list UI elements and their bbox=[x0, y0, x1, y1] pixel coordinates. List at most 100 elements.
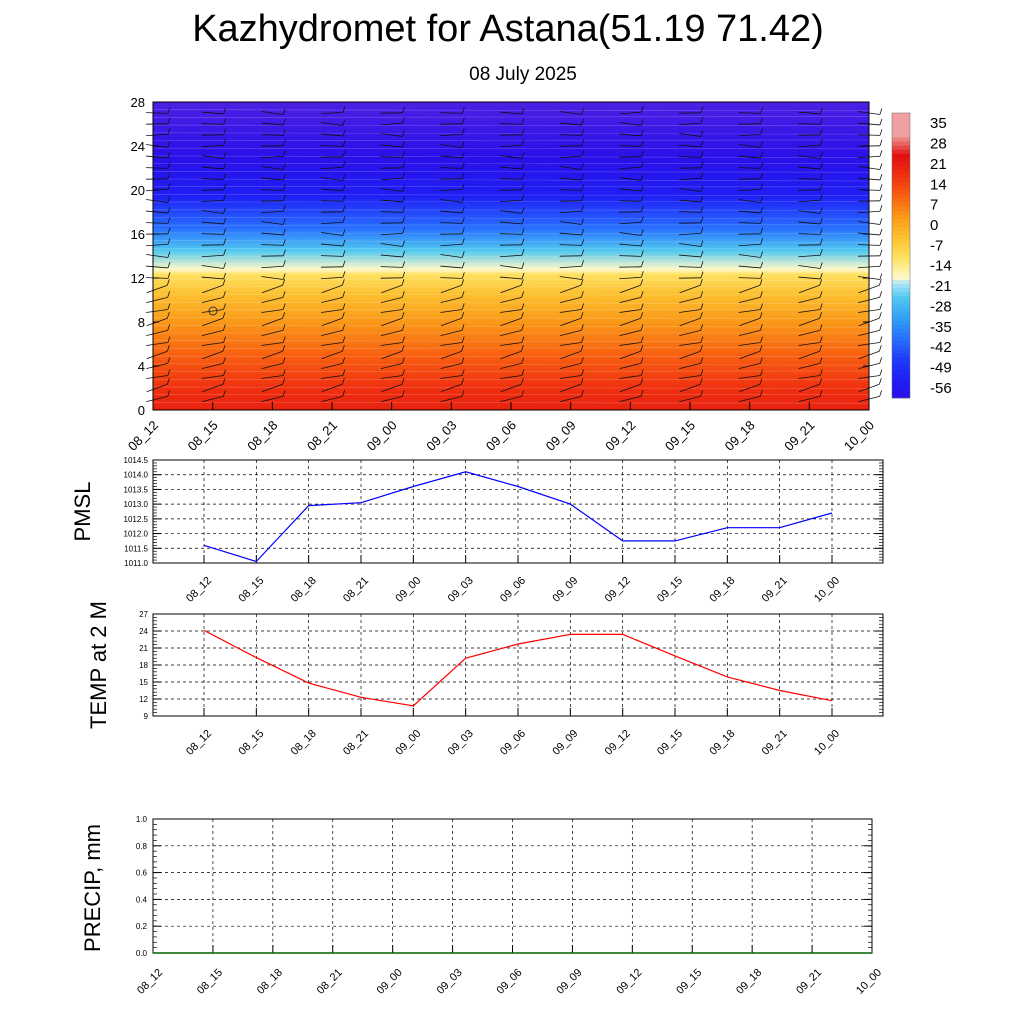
wind-barb bbox=[145, 112, 169, 114]
wind-barb bbox=[798, 395, 821, 403]
colorbar-segment bbox=[892, 243, 910, 248]
wind-barb bbox=[619, 296, 642, 304]
wind-barb-feather bbox=[223, 238, 227, 245]
wind-barb-feather bbox=[342, 205, 346, 212]
wind-barb-feather bbox=[282, 163, 286, 170]
wind-barb-feather bbox=[581, 139, 585, 146]
wind-barb-feather bbox=[223, 228, 227, 235]
wind-barb bbox=[440, 362, 463, 370]
wind-barb-feather bbox=[223, 128, 227, 135]
wind-barb-feather bbox=[760, 151, 764, 159]
colorbar-segment bbox=[892, 218, 910, 224]
isotherm-line bbox=[152, 347, 870, 349]
pmsl-x-tick-label: 08_12 bbox=[184, 575, 214, 605]
wind-barb bbox=[261, 329, 284, 337]
wind-barb bbox=[619, 133, 642, 137]
wind-barb-feather bbox=[282, 378, 286, 385]
colorbar-segment bbox=[892, 279, 910, 285]
wind-barb-feather bbox=[282, 108, 286, 115]
wind-barb bbox=[145, 243, 169, 247]
wind-barb-feather bbox=[461, 206, 465, 214]
wind-barb-feather bbox=[223, 173, 227, 180]
wind-barb bbox=[146, 296, 168, 304]
wind-barb bbox=[380, 296, 403, 304]
wind-barb-feather bbox=[581, 239, 585, 246]
wind-barb bbox=[798, 309, 821, 313]
colorbar-frame bbox=[891, 112, 911, 399]
wind-barb-feather bbox=[640, 216, 644, 223]
y-tick-label: 16 bbox=[131, 227, 145, 242]
wind-barb-feather bbox=[222, 279, 226, 286]
wind-barb-feather bbox=[819, 291, 823, 298]
wind-barb-feather bbox=[282, 228, 286, 236]
wind-barb-feather bbox=[640, 205, 644, 212]
colorbar-segment bbox=[892, 117, 910, 122]
wind-barb bbox=[381, 350, 403, 360]
wind-barb bbox=[500, 350, 522, 360]
wind-barb-feather bbox=[166, 279, 170, 286]
wind-barb bbox=[380, 144, 403, 148]
wind-barb bbox=[559, 395, 582, 403]
wind-barb bbox=[739, 350, 761, 360]
wind-barb-feather bbox=[222, 312, 226, 319]
wind-barb-feather bbox=[402, 227, 406, 234]
wind-barb-feather bbox=[760, 238, 764, 245]
wind-barb bbox=[559, 221, 582, 225]
temp-x-tick-label: 08_12 bbox=[184, 728, 214, 758]
wind-barb-feather bbox=[223, 249, 227, 256]
wind-barb bbox=[201, 210, 224, 214]
wind-barb-feather bbox=[580, 357, 584, 364]
wind-barb bbox=[321, 362, 343, 370]
wind-barb bbox=[201, 178, 224, 180]
wind-barb-feather bbox=[760, 369, 763, 376]
wind-barb-feather bbox=[819, 194, 823, 201]
wind-barb-feather bbox=[342, 216, 346, 223]
isotherm-line bbox=[152, 109, 870, 112]
colorbar-label: 14 bbox=[930, 176, 947, 193]
wind-barb-feather bbox=[401, 345, 405, 352]
colorbar-segment bbox=[892, 381, 910, 387]
wind-barb-feather bbox=[521, 128, 525, 135]
colorbar-segment bbox=[892, 113, 910, 118]
wind-barb bbox=[738, 133, 761, 137]
colorbar-segment bbox=[892, 157, 910, 163]
wind-barb-feather bbox=[819, 378, 823, 385]
pmsl-x-tick-label: 09_09 bbox=[550, 575, 580, 605]
wind-barb-feather bbox=[700, 303, 704, 310]
pmsl-series-line bbox=[203, 471, 833, 563]
wind-barb-feather bbox=[282, 324, 286, 331]
wind-barb-feather bbox=[282, 150, 286, 157]
wind-barb bbox=[560, 317, 582, 327]
wind-barb bbox=[201, 329, 224, 337]
wind-barb bbox=[321, 177, 343, 181]
wind-barb-feather bbox=[223, 183, 227, 190]
wind-barb-feather bbox=[167, 151, 171, 159]
wind-barb-feather bbox=[699, 279, 703, 286]
colorbar-segment bbox=[892, 133, 910, 138]
wind-barb-feather bbox=[282, 357, 286, 364]
wind-barb bbox=[500, 342, 522, 346]
wind-barb bbox=[201, 375, 224, 379]
wind-barb-feather bbox=[700, 185, 704, 192]
colorbar-segment bbox=[892, 170, 910, 175]
wind-barb bbox=[321, 350, 343, 360]
colorbar-segment bbox=[892, 247, 910, 252]
wind-barb bbox=[500, 375, 522, 379]
colorbar-segment bbox=[892, 324, 910, 330]
wind-barb bbox=[321, 375, 343, 379]
wind-barb bbox=[380, 122, 403, 126]
wind-barb-feather bbox=[640, 239, 644, 247]
wind-barb-feather bbox=[402, 250, 406, 258]
wind-barb bbox=[619, 284, 641, 294]
colorbar-segment bbox=[892, 336, 910, 342]
wind-barb-feather bbox=[282, 260, 286, 267]
wind-barb bbox=[798, 284, 820, 294]
pmsl-x-tick-label: 09_15 bbox=[655, 575, 685, 605]
wind-barb bbox=[201, 296, 224, 304]
wind-barb-feather bbox=[878, 345, 882, 352]
wind-barb-feather bbox=[521, 107, 525, 115]
wind-barb bbox=[500, 276, 522, 280]
wind-barb bbox=[738, 265, 761, 269]
wind-barb bbox=[679, 296, 701, 304]
wind-barb-feather bbox=[461, 303, 465, 310]
